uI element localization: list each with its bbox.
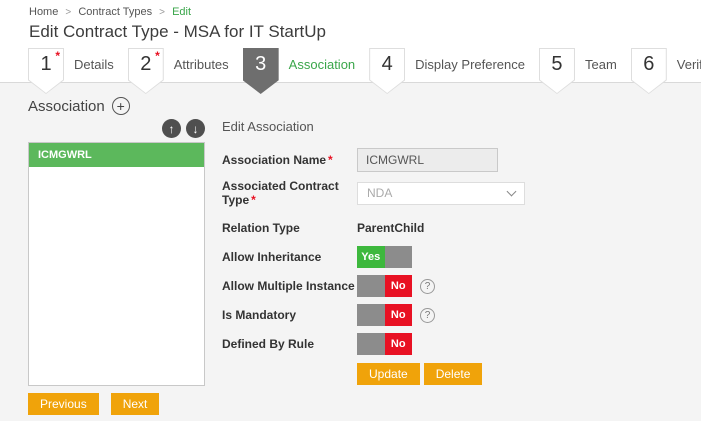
toggle-off-segment xyxy=(384,246,412,268)
step-label: Details xyxy=(74,57,114,72)
page-header: Home > Contract Types > Edit Edit Contra… xyxy=(0,0,701,94)
step-shape: 1 * xyxy=(28,48,64,94)
association-name-label: Association Name * xyxy=(222,153,333,167)
step-label: Team xyxy=(584,57,617,72)
step-number: 3 xyxy=(255,53,267,75)
step-number: 2 xyxy=(140,53,152,75)
add-association-icon[interactable]: + xyxy=(111,97,130,115)
defined-by-rule-toggle[interactable]: No xyxy=(357,333,412,355)
step-shape: 3 xyxy=(242,48,279,94)
toggle-on-segment: Yes xyxy=(357,246,385,268)
associated-contract-type-label: Associated Contract Type * xyxy=(222,179,339,207)
toggle-on-segment xyxy=(357,333,385,355)
required-asterisk: * xyxy=(251,193,256,207)
wizard-steps: 1 * Details 2 * Attributes 3 Association… xyxy=(0,48,701,94)
step-label: Display Preference xyxy=(415,57,525,72)
step-number: 4 xyxy=(381,53,393,75)
chevron-down-icon xyxy=(506,186,517,197)
update-button[interactable]: Update xyxy=(357,363,420,385)
breadcrumb-home[interactable]: Home xyxy=(29,6,59,18)
page-title: Edit Contract Type - MSA for IT StartUp xyxy=(29,22,326,41)
allow-multiple-instance-row: Allow Multiple Instance No ? xyxy=(222,275,552,297)
association-panel-title: Association xyxy=(28,97,105,115)
step-number: 5 xyxy=(551,53,563,75)
association-name-input[interactable] xyxy=(357,148,498,172)
form-action-buttons: Update Delete xyxy=(357,363,552,385)
relation-type-row: Relation Type ParentChild xyxy=(222,217,552,239)
delete-button[interactable]: Delete xyxy=(423,363,483,385)
defined-by-rule-row: Defined By Rule No xyxy=(222,333,552,355)
step-shape: 2 * xyxy=(127,48,164,94)
step-attributes[interactable]: 2 * Attributes xyxy=(127,48,243,94)
previous-button[interactable]: Previous xyxy=(28,393,99,415)
allow-multiple-instance-label: Allow Multiple Instance xyxy=(222,279,355,293)
breadcrumb: Home > Contract Types > Edit xyxy=(0,6,701,18)
reorder-controls: ↑ ↓ xyxy=(28,119,205,138)
step-verify[interactable]: 6 Verify xyxy=(630,48,701,94)
selected-option: NDA xyxy=(367,186,393,200)
breadcrumb-separator: > xyxy=(159,7,165,18)
breadcrumb-separator: > xyxy=(65,7,72,18)
toggle-on-segment xyxy=(357,304,385,326)
association-name-row: Association Name * xyxy=(222,148,552,172)
required-asterisk: * xyxy=(155,49,160,63)
step-association[interactable]: 3 Association xyxy=(242,48,369,94)
step-details[interactable]: 1 * Details xyxy=(28,48,128,94)
step-label: Verify xyxy=(676,57,701,72)
allow-inheritance-row: Allow Inheritance Yes xyxy=(222,246,552,268)
step-number: 1 xyxy=(40,53,52,75)
arrow-down-icon: ↓ xyxy=(192,121,199,136)
required-asterisk: * xyxy=(328,153,333,167)
help-icon[interactable]: ? xyxy=(420,278,435,294)
toggle-on-segment xyxy=(357,275,385,297)
step-shape: 4 xyxy=(369,48,406,94)
association-list-panel: Association + ↑ ↓ ICMGWRL Previous Next xyxy=(28,96,205,415)
breadcrumb-edit: Edit xyxy=(172,6,192,18)
associated-contract-type-select[interactable]: NDA xyxy=(357,181,525,205)
relation-type-value: ParentChild xyxy=(357,221,425,235)
breadcrumb-contract-types[interactable]: Contract Types xyxy=(78,6,153,18)
step-shape: 5 xyxy=(538,48,575,94)
step-number: 6 xyxy=(643,53,655,75)
list-item[interactable]: ICMGWRL xyxy=(29,143,204,167)
step-label: Association xyxy=(288,57,356,72)
toggle-off-segment: No xyxy=(384,304,412,326)
associated-contract-type-row: Associated Contract Type * NDA xyxy=(222,179,552,207)
is-mandatory-label: Is Mandatory xyxy=(222,308,297,322)
allow-inheritance-label: Allow Inheritance xyxy=(222,250,322,264)
next-button[interactable]: Next xyxy=(110,393,160,415)
help-icon[interactable]: ? xyxy=(420,307,435,323)
relation-type-label: Relation Type xyxy=(222,221,300,235)
step-team[interactable]: 5 Team xyxy=(538,48,631,94)
association-panel-header: Association + xyxy=(28,96,205,116)
step-display-preference[interactable]: 4 Display Preference xyxy=(369,48,539,94)
defined-by-rule-label: Defined By Rule xyxy=(222,337,315,351)
association-listbox: ICMGWRL xyxy=(28,142,205,386)
form-title: Edit Association xyxy=(222,119,314,134)
toggle-off-segment: No xyxy=(384,275,412,297)
move-up-button[interactable]: ↑ xyxy=(162,119,181,138)
content-area: Association + ↑ ↓ ICMGWRL Previous Next … xyxy=(0,83,701,421)
wizard-nav-buttons: Previous Next xyxy=(28,393,205,415)
toggle-off-segment: No xyxy=(384,333,412,355)
arrow-up-icon: ↑ xyxy=(168,121,175,136)
allow-multiple-instance-toggle[interactable]: No xyxy=(357,275,412,297)
required-asterisk: * xyxy=(55,49,60,63)
step-label: Attributes xyxy=(173,57,229,72)
is-mandatory-toggle[interactable]: No xyxy=(357,304,412,326)
step-shape: 6 xyxy=(630,48,667,94)
allow-inheritance-toggle[interactable]: Yes xyxy=(357,246,412,268)
edit-association-form: Edit Association Association Name* Assoc… xyxy=(222,119,552,385)
move-down-button[interactable]: ↓ xyxy=(186,119,205,138)
is-mandatory-row: Is Mandatory No ? xyxy=(222,304,552,326)
